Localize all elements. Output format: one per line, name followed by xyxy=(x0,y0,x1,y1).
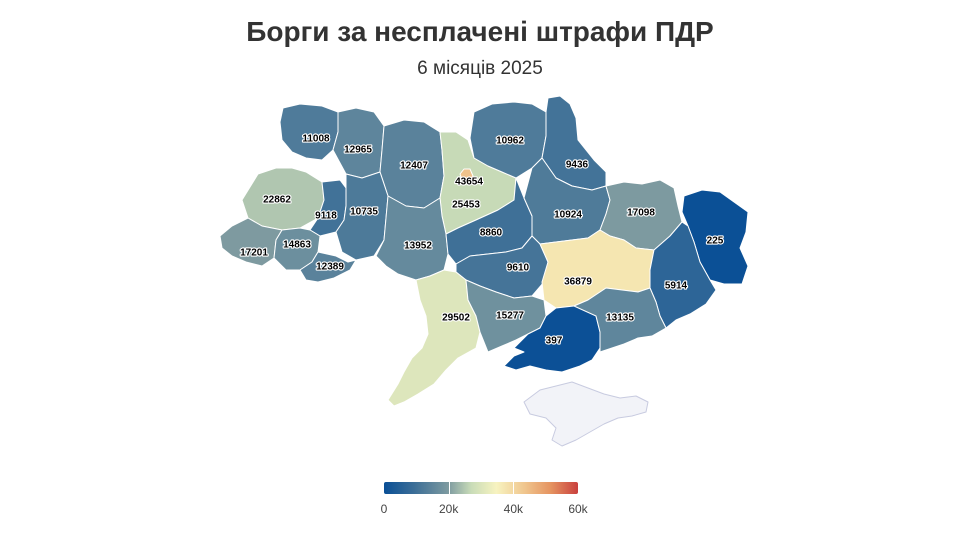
region-label-chernihiv: 10962 xyxy=(496,136,524,147)
region-label-ivano-frankivsk: 14863 xyxy=(283,240,311,251)
regions-layer xyxy=(219,95,749,447)
region-khmelnytskyi[interactable] xyxy=(335,171,389,261)
region-label-kyiv-city: 43654 xyxy=(455,177,483,188)
region-rivne[interactable] xyxy=(332,107,385,179)
region-label-kharkiv: 17098 xyxy=(627,208,655,219)
region-label-zakarpattia: 17201 xyxy=(240,248,268,259)
region-label-kherson: 397 xyxy=(546,336,563,347)
region-label-kyiv-oblast: 25453 xyxy=(452,200,480,211)
region-label-vinnytsia: 13952 xyxy=(404,241,432,252)
region-crimea-no-data xyxy=(523,381,649,447)
region-chernivtsi[interactable] xyxy=(299,251,357,283)
region-label-cherkasy: 8860 xyxy=(480,228,503,239)
region-label-poltava: 10924 xyxy=(554,210,582,221)
region-volyn[interactable] xyxy=(279,103,339,161)
region-vinnytsia[interactable] xyxy=(375,195,449,281)
region-label-donetsk: 5914 xyxy=(665,281,688,292)
region-label-dnipropetrovsk: 36879 xyxy=(564,277,592,288)
region-zakarpattia[interactable] xyxy=(219,217,283,267)
region-label-odesa: 29502 xyxy=(442,313,470,324)
legend-tick-mark xyxy=(448,482,450,494)
region-label-volyn: 11008 xyxy=(302,134,330,145)
legend-tick-mark xyxy=(513,482,515,494)
region-label-chernivtsi: 12389 xyxy=(316,262,344,273)
legend-tick-label: 60k xyxy=(568,502,588,516)
legend-gradient-bar xyxy=(384,482,578,494)
map-title: Борги за несплачені штрафи ПДР xyxy=(246,16,714,47)
region-label-ternopil: 9118 xyxy=(315,211,337,222)
region-label-lviv: 22862 xyxy=(263,195,291,206)
region-label-kirovohrad: 9610 xyxy=(507,263,530,274)
region-label-mykolaiv: 15277 xyxy=(496,311,524,322)
labels-layer: 11008 12965 12407 25453 43654 10962 9436 22862 9… xyxy=(239,133,725,348)
region-zaporizhzhia[interactable] xyxy=(573,287,667,353)
region-label-rivne: 12965 xyxy=(344,145,372,156)
legend-tick-label: 40k xyxy=(503,502,524,516)
region-label-zaporizhzhia: 13135 xyxy=(606,313,634,324)
legend-tick-label: 20k xyxy=(438,502,459,516)
map-subtitle: 6 місяців 2025 xyxy=(417,58,543,79)
region-label-khmelnytskyi: 10735 xyxy=(350,207,378,218)
region-label-zhytomyr: 12407 xyxy=(400,161,428,172)
legend-tick-label: 0 xyxy=(380,502,388,516)
region-label-sumy: 9436 xyxy=(566,160,589,171)
color-legend: 0 20k 40k 60k xyxy=(381,482,588,516)
region-odesa[interactable] xyxy=(387,269,481,407)
region-label-luhansk: 225 xyxy=(707,236,724,247)
region-kyiv-city[interactable] xyxy=(459,168,474,184)
